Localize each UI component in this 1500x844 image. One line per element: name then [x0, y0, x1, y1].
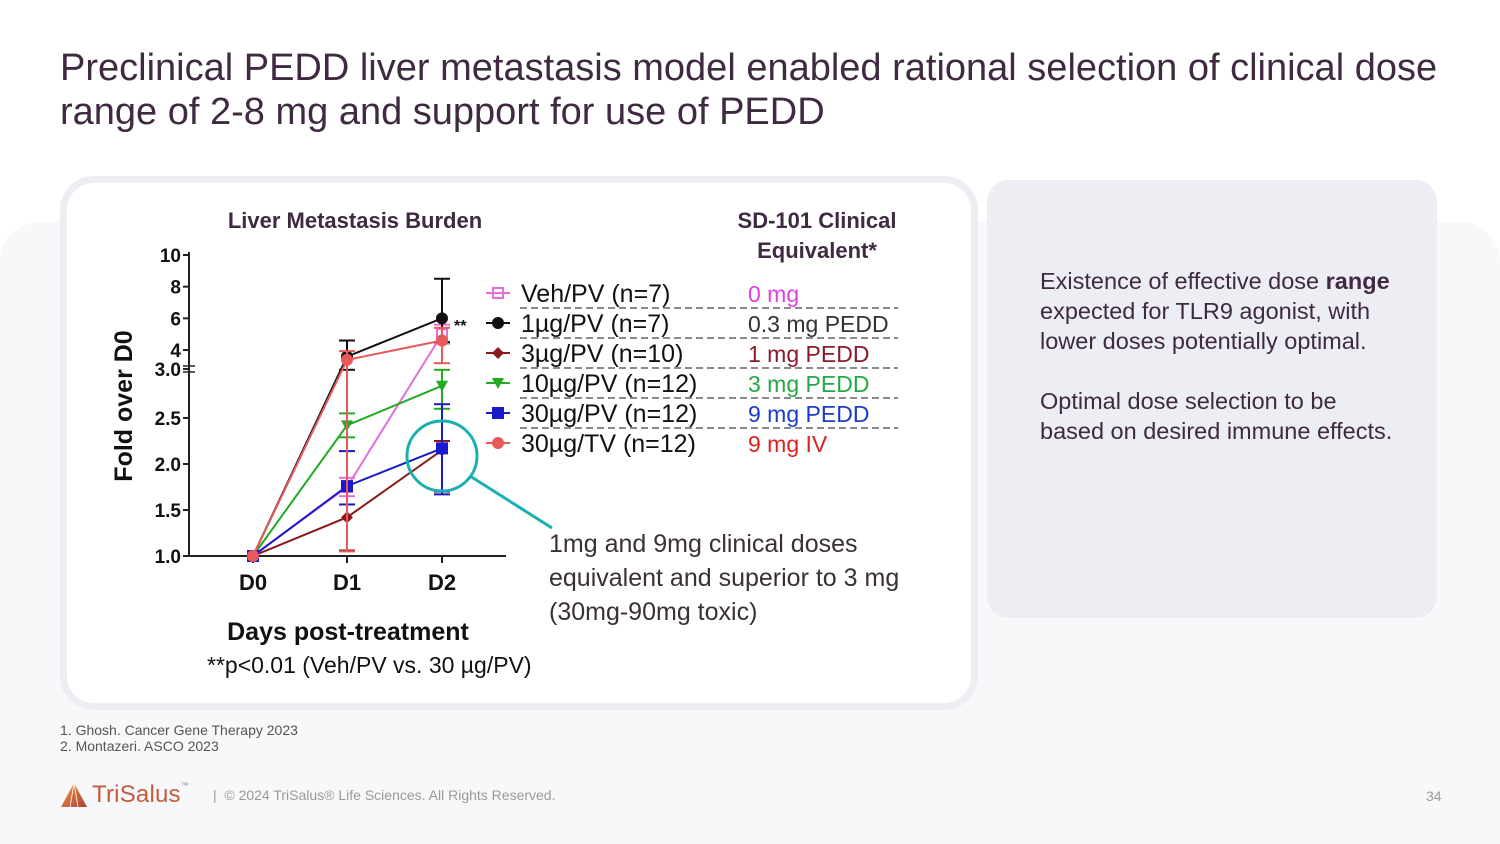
- y-axis-label: Fold over D0: [110, 330, 138, 481]
- significance-marker: **: [454, 318, 467, 335]
- reference-1: 1. Ghosh. Cancer Gene Therapy 2023: [60, 722, 298, 738]
- callout-line: [469, 474, 553, 530]
- legend-label: 10µg/PV (n=12): [521, 370, 697, 398]
- equivalent-dose: 0.3 mg PEDD: [748, 311, 889, 337]
- data-point: [436, 334, 448, 347]
- logo-text: TriSalus™: [92, 781, 189, 808]
- side-text-suffix: expected for TLR9 agonist, with: [1040, 298, 1371, 324]
- x-tick-label: D2: [428, 570, 456, 595]
- x-axis-label: Days post-treatment: [227, 618, 469, 646]
- y-tick-label: 4: [170, 341, 181, 362]
- data-point: [247, 550, 259, 562]
- chart-card: [60, 176, 978, 710]
- chart-footnote: **p<0.01 (Veh/PV vs. 30 µg/PV): [207, 652, 532, 678]
- equivalent-dose: 0 mg: [748, 281, 799, 307]
- side-card: Existence of effective dose range expect…: [987, 180, 1437, 618]
- annotation-line2: equivalent and superior to 3 mg: [549, 564, 899, 592]
- x-tick-label: D1: [333, 570, 361, 595]
- reference-2: 2. Montazeri. ASCO 2023: [60, 738, 219, 754]
- annotation-line3: (30mg-90mg toxic): [549, 598, 757, 626]
- data-point: [436, 380, 448, 392]
- legend-marker: [492, 378, 504, 389]
- legend-marker: [492, 287, 504, 299]
- equivalent-header-line1: SD-101 Clinical: [738, 208, 897, 233]
- series-5: [247, 326, 450, 562]
- side-text-prefix: Existence of effective dose: [1040, 268, 1326, 294]
- data-point: [341, 353, 353, 366]
- legend-item: 10µg/PV (n=12) 3 mg PEDD: [486, 370, 898, 399]
- trisalus-logo-icon: [61, 782, 87, 808]
- legend-item: Veh/PV (n=7) 0 mg: [486, 280, 898, 309]
- x-tick-label: D0: [239, 570, 267, 595]
- legend-item: 30µg/TV (n=12) 9 mg IV: [486, 430, 828, 458]
- chart-title: Liver Metastasis Burden: [228, 208, 482, 233]
- y-tick-label: 3.0: [155, 360, 181, 381]
- legend-label: 30µg/TV (n=12): [521, 430, 696, 458]
- equivalent-dose: 1 mg PEDD: [748, 341, 869, 367]
- y-tick-label: 6: [170, 309, 181, 330]
- side-text-bold: range: [1325, 268, 1390, 294]
- legend-label: 1µg/PV (n=7): [521, 310, 670, 338]
- annotation-line1: 1mg and 9mg clinical doses: [549, 530, 858, 558]
- y-tick-label: 1.0: [155, 547, 181, 568]
- equivalent-dose: 3 mg PEDD: [748, 371, 869, 397]
- legend-marker: [492, 347, 504, 359]
- y-tick-label: 2.5: [155, 409, 182, 430]
- legend-marker: [492, 407, 504, 419]
- side-paragraph-2: Optimal dose selection to be based on de…: [1040, 388, 1393, 444]
- y-tick-label: 2.0: [155, 455, 181, 476]
- side-text: Existence of effective dose range expect…: [1040, 266, 1400, 476]
- side-text-line2: lower doses potentially optimal.: [1040, 328, 1367, 354]
- legend-item: 1µg/PV (n=7) 0.3 mg PEDD: [486, 310, 898, 339]
- legend-item: 30µg/PV (n=12) 9 mg PEDD: [486, 400, 898, 429]
- y-tick-label: 10: [160, 246, 181, 267]
- equivalent-dose: 9 mg IV: [748, 431, 828, 457]
- data-point: [436, 442, 448, 455]
- y-tick-label: 1.5: [155, 501, 182, 522]
- legend-item: 3µg/PV (n=10) 1 mg PEDD: [486, 340, 898, 369]
- legend-label: 3µg/PV (n=10): [521, 340, 683, 368]
- copyright: | © 2024 TriSalus® Life Sciences. All Ri…: [212, 787, 556, 803]
- equivalent-header-line2: Equivalent*: [757, 238, 877, 263]
- y-tick-label: 8: [170, 278, 181, 299]
- slide-title: Preclinical PEDD liver metastasis model …: [60, 47, 1438, 133]
- page-number: 34: [1426, 788, 1442, 804]
- legend-label: Veh/PV (n=7): [521, 280, 670, 308]
- equivalent-dose: 9 mg PEDD: [748, 401, 869, 427]
- references: 1. Ghosh. Cancer Gene Therapy 2023 2. Mo…: [60, 722, 298, 754]
- data-point: [436, 312, 448, 325]
- legend-marker: [492, 437, 504, 449]
- legend-marker: [492, 317, 504, 329]
- side-paragraph-1: Existence of effective dose range expect…: [1040, 266, 1400, 356]
- legend-label: 30µg/PV (n=12): [521, 400, 697, 428]
- highlight-circle: [405, 419, 479, 493]
- series-2: [247, 440, 450, 562]
- footer: TriSalus™ | © 2024 TriSalus® Life Scienc…: [60, 780, 555, 810]
- liver-metastasis-chart: Liver Metastasis Burden SD-101 Clinical …: [110, 208, 899, 678]
